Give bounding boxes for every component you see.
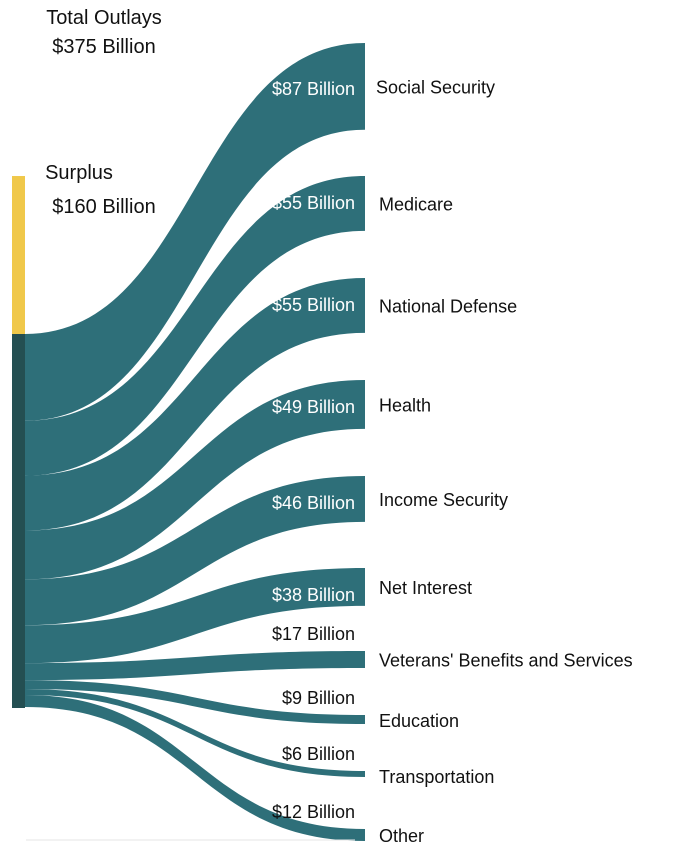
flow-national-defense [25, 278, 365, 531]
category-label-education: Education [379, 711, 459, 731]
flow-social-security [25, 43, 365, 421]
outlays-bar [12, 334, 25, 708]
surplus-title: Surplus [45, 162, 113, 184]
flow-income-security [25, 476, 365, 626]
category-label-other: Other [379, 826, 424, 846]
value-label-net-interest: $38 Billion [272, 585, 355, 605]
category-label-transportation: Transportation [379, 767, 494, 787]
category-label-veterans-benefits-and-services: Veterans' Benefits and Services [379, 650, 633, 670]
surplus-value: $160 Billion [52, 196, 155, 218]
category-label-health: Health [379, 395, 431, 415]
total-outlays-value: $375 Billion [52, 36, 155, 58]
category-label-national-defense: National Defense [379, 296, 517, 316]
value-label-other: $12 Billion [272, 802, 355, 822]
value-label-medicare: $55 Billion [272, 193, 355, 213]
surplus-bar [12, 176, 25, 334]
labels-layer: $87 Billion Social Security $55 Billion Med… [272, 77, 633, 846]
flow-health [25, 380, 365, 580]
value-label-income-security: $46 Billion [272, 493, 355, 513]
category-label-social-security: Social Security [376, 77, 495, 97]
flow-education [25, 680, 365, 724]
category-label-medicare: Medicare [379, 194, 453, 214]
value-label-social-security: $87 Billion [272, 79, 355, 99]
value-label-veterans-benefits-and-services: $17 Billion [272, 624, 355, 644]
flow-veterans-benefits-and-services [25, 651, 365, 681]
value-label-national-defense: $55 Billion [272, 295, 355, 315]
value-label-health: $49 Billion [272, 397, 355, 417]
value-label-transportation: $6 Billion [282, 744, 355, 764]
flow-other [25, 695, 365, 841]
flow-transportation [25, 689, 365, 777]
flow-net-interest [25, 568, 365, 664]
total-outlays-title: Total Outlays [46, 7, 162, 29]
category-label-income-security: Income Security [379, 490, 508, 510]
flow-medicare [25, 176, 365, 476]
value-label-education: $9 Billion [282, 688, 355, 708]
flows-layer [25, 43, 365, 841]
category-label-net-interest: Net Interest [379, 578, 472, 598]
